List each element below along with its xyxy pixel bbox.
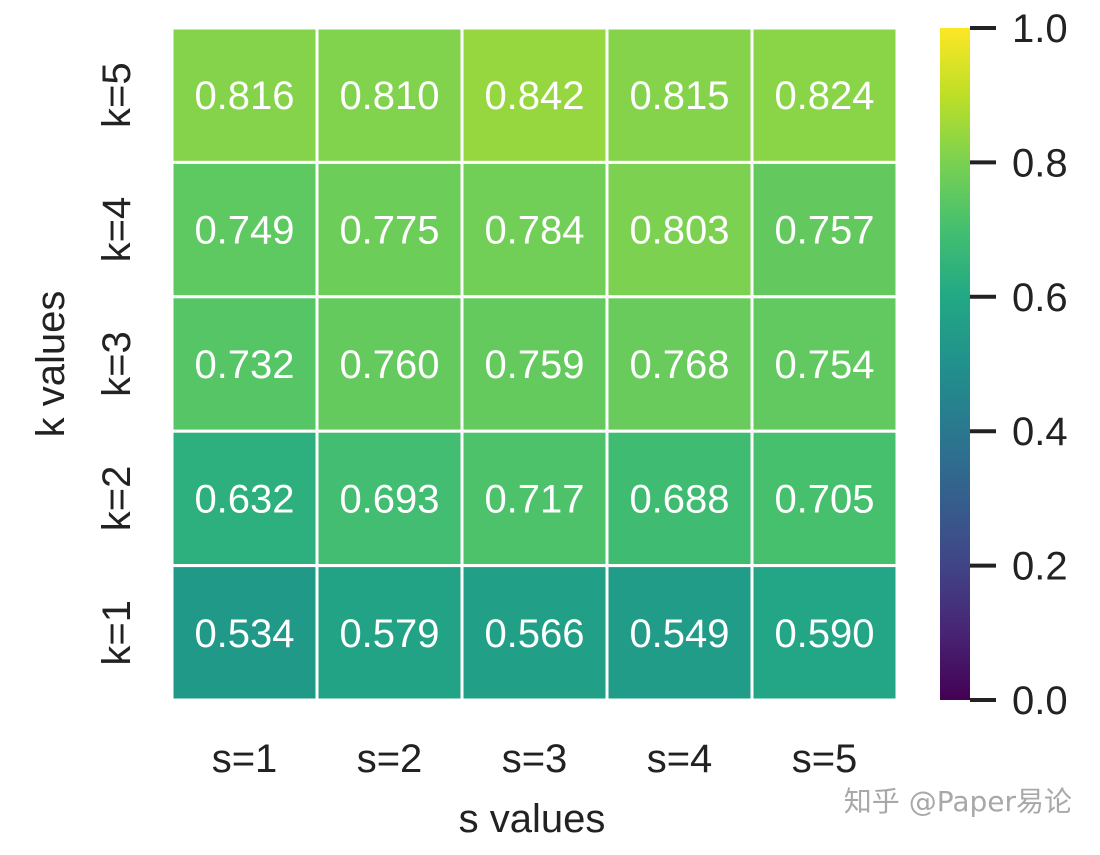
heatmap-cell-value: 0.693 (339, 477, 439, 521)
heatmap-cell-value: 0.749 (194, 209, 294, 253)
x-tick-label: s=3 (502, 737, 568, 781)
heatmap-cell-value: 0.803 (629, 209, 729, 253)
colorbar-tick-label: 0.0 (1012, 679, 1068, 723)
heatmap-cell-value: 0.816 (194, 74, 294, 118)
heatmap-cells (170, 26, 899, 702)
heatmap-cell-value: 0.688 (629, 477, 729, 521)
heatmap-cell-value: 0.632 (194, 477, 294, 521)
y-axis-label: k values (29, 291, 73, 438)
heatmap-cell (460, 564, 609, 702)
y-tick-label: k=5 (95, 62, 139, 128)
x-axis-label: s values (459, 797, 606, 841)
colorbar-tick-label: 0.8 (1012, 141, 1068, 185)
x-tick-label: s=4 (647, 737, 713, 781)
heatmap-cell-value: 0.549 (629, 612, 729, 656)
x-tick-labels: s=1 s=2 s=3 s=4 s=5 (212, 737, 858, 781)
heatmap-cell (605, 295, 754, 433)
heatmap-cell (460, 429, 609, 568)
heatmap-cell (170, 429, 319, 568)
y-tick-label: k=4 (95, 197, 139, 263)
heatmap-cell-value: 0.759 (484, 343, 584, 387)
heatmap-cell-value: 0.705 (774, 477, 874, 521)
watermark: 知乎 @Paper易论 (843, 785, 1072, 818)
heatmap-cell-value: 0.842 (484, 74, 584, 118)
heatmap-cell (170, 160, 319, 299)
heatmap-cell-value: 0.717 (484, 477, 584, 521)
heatmap-cell-value: 0.824 (774, 74, 874, 118)
heatmap-cell (315, 295, 464, 433)
y-tick-labels: k=5 k=4 k=3 k=2 k=1 (95, 62, 139, 665)
heatmap-cell (460, 26, 609, 164)
heatmap-cell (750, 160, 899, 299)
colorbar-tick-label: 0.4 (1012, 410, 1068, 454)
heatmap-cell-value: 0.566 (484, 612, 584, 656)
heatmap-cell (315, 26, 464, 164)
colorbar: 0.0 0.2 0.4 0.6 0.8 1.0 (940, 7, 1068, 723)
heatmap-cell (750, 429, 899, 568)
y-tick-label: k=1 (95, 600, 139, 666)
colorbar-tick-label: 1.0 (1012, 7, 1068, 51)
heatmap-cell-value: 0.579 (339, 612, 439, 656)
x-tick-label: s=1 (212, 737, 278, 781)
heatmap-cell-value: 0.732 (194, 343, 294, 387)
heatmap-cell-value: 0.754 (774, 343, 874, 387)
heatmap-cell (170, 26, 319, 164)
heatmap-cell (315, 429, 464, 568)
heatmap-cell-value: 0.590 (774, 612, 874, 656)
colorbar-tick-label: 0.6 (1012, 276, 1068, 320)
colorbar-tick-label: 0.2 (1012, 545, 1068, 589)
heatmap-cell-value: 0.760 (339, 343, 439, 387)
heatmap-cell (170, 564, 319, 702)
heatmap-cell-value: 0.534 (194, 612, 294, 656)
heatmap-cell-value: 0.815 (629, 74, 729, 118)
heatmap-cell-labels: 0.816 0.810 0.842 0.815 0.824 0.749 0.775 0.784… (194, 74, 874, 656)
heatmap-cell-value: 0.810 (339, 74, 439, 118)
heatmap-cell (460, 160, 609, 299)
heatmap-cell-value: 0.775 (339, 209, 439, 253)
heatmap-cell-value: 0.768 (629, 343, 729, 387)
y-tick-label: k=3 (95, 331, 139, 397)
heatmap-cell-value: 0.757 (774, 209, 874, 253)
colorbar-gradient (940, 28, 970, 700)
y-tick-label: k=2 (95, 466, 139, 532)
heatmap-cell (750, 564, 899, 702)
heatmap-cell (605, 429, 754, 568)
x-tick-label: s=5 (792, 737, 858, 781)
heatmap-cell-value: 0.784 (484, 209, 584, 253)
x-tick-label: s=2 (357, 737, 423, 781)
heatmap-cell (315, 564, 464, 702)
colorbar-ticks: 0.0 0.2 0.4 0.6 0.8 1.0 (970, 7, 1068, 723)
